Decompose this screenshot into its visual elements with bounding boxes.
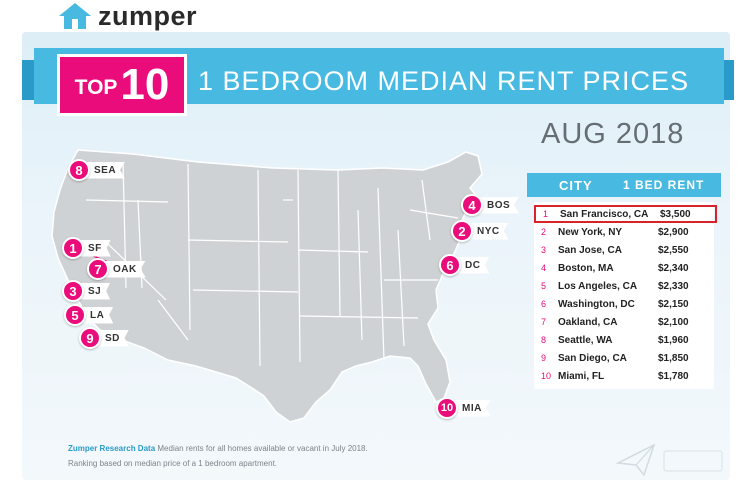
pin-label: SF xyxy=(76,239,111,257)
zumper-logo[interactable]: zumper xyxy=(58,0,197,32)
row-rent: $2,900 xyxy=(658,226,689,238)
map-pin-bos[interactable]: 4 BOS xyxy=(461,193,520,217)
map-pin-oak[interactable]: 7 OAK xyxy=(87,257,146,281)
row-rank: 2 xyxy=(541,227,547,237)
us-map xyxy=(51,149,483,423)
header-rent: 1 BED RENT xyxy=(623,178,705,192)
table-row[interactable]: 9 San Diego, CA $1,850 xyxy=(537,349,711,367)
row-city: Seattle, WA xyxy=(558,334,613,346)
header-city: CITY xyxy=(559,177,593,193)
pin-rank: 5 xyxy=(64,304,86,326)
map-pin-dc[interactable]: 6 DC xyxy=(439,253,490,277)
row-rent: $3,500 xyxy=(660,208,691,220)
row-city: San Diego, CA xyxy=(558,352,627,364)
table-row[interactable]: 7 Oakland, CA $2,100 xyxy=(537,313,711,331)
row-rent: $2,330 xyxy=(658,280,689,292)
row-rank: 10 xyxy=(541,371,552,381)
row-rank: 5 xyxy=(541,281,547,291)
pin-label: SJ xyxy=(76,282,111,300)
table-row[interactable]: 8 Seattle, WA $1,960 xyxy=(537,331,711,349)
footnote-line-1: Zumper Research Data Median rents for al… xyxy=(68,441,368,456)
logo-text: zumper xyxy=(98,0,198,31)
row-rent: $1,850 xyxy=(658,352,689,364)
row-rent: $2,550 xyxy=(658,244,689,256)
top10-badge: TOP 10 xyxy=(57,54,187,116)
row-rank: 4 xyxy=(541,263,547,273)
pin-label: BOS xyxy=(475,196,520,214)
pin-rank: 3 xyxy=(62,280,84,302)
pin-rank: 4 xyxy=(461,194,483,216)
map-pin-sf[interactable]: 1 SF xyxy=(62,236,111,260)
row-rent: $1,960 xyxy=(658,334,689,346)
rent-ranking-table: CITY 1 BED RENT 1 San Francisco, CA $3,5… xyxy=(527,173,721,389)
row-city: Los Angeles, CA xyxy=(558,280,638,292)
table-row[interactable]: 2 New York, NY $2,900 xyxy=(537,223,711,241)
footnote-source[interactable]: Zumper Research Data xyxy=(68,444,156,453)
row-rank: 6 xyxy=(541,299,547,309)
row-rank: 7 xyxy=(541,317,547,327)
row-city: San Jose, CA xyxy=(558,244,622,256)
footnote: Zumper Research Data Median rents for al… xyxy=(68,441,368,471)
row-rent: $2,100 xyxy=(658,316,689,328)
row-rank: 1 xyxy=(543,209,549,219)
map-pin-sea[interactable]: 8 SEA xyxy=(68,158,126,182)
pin-label: LA xyxy=(78,306,114,324)
table-row[interactable]: 5 Los Angeles, CA $2,330 xyxy=(537,277,711,295)
row-city: Washington, DC xyxy=(558,298,635,310)
top-word: TOP xyxy=(74,76,118,99)
pin-rank: 9 xyxy=(79,327,101,349)
row-rank: 8 xyxy=(541,335,547,345)
pin-label: SD xyxy=(93,329,129,347)
pin-rank: 6 xyxy=(439,254,461,276)
date-label: AUG 2018 xyxy=(541,118,685,150)
pin-label: DC xyxy=(453,256,490,274)
table-row[interactable]: 4 Boston, MA $2,340 xyxy=(537,259,711,277)
table-body: 1 San Francisco, CA $3,500 2 New York, N… xyxy=(534,202,717,389)
map-pin-sj[interactable]: 3 SJ xyxy=(62,279,111,303)
map-pin-nyc[interactable]: 2 NYC xyxy=(451,219,509,243)
row-rent: $2,150 xyxy=(658,298,689,310)
row-city: San Francisco, CA xyxy=(560,208,649,220)
row-rent: $2,340 xyxy=(658,262,689,274)
table-row[interactable]: 6 Washington, DC $2,150 xyxy=(537,295,711,313)
table-row[interactable]: 3 San Jose, CA $2,550 xyxy=(537,241,711,259)
pin-rank: 10 xyxy=(436,397,458,419)
table-row[interactable]: 10 Miami, FL $1,780 xyxy=(537,367,711,385)
banner-title: 1 BEDROOM MEDIAN RENT PRICES xyxy=(198,66,690,96)
map-pin-mia[interactable]: 10 MIA xyxy=(436,396,491,420)
pin-label: OAK xyxy=(101,260,146,278)
paper-plane-watermark-icon xyxy=(615,443,723,477)
table-header: CITY 1 BED RENT xyxy=(527,173,721,197)
pin-rank: 8 xyxy=(68,159,90,181)
pin-label: SEA xyxy=(82,161,126,179)
pin-rank: 1 xyxy=(62,237,84,259)
pin-rank: 7 xyxy=(87,258,109,280)
row-city: Boston, MA xyxy=(558,262,614,274)
row-rank: 3 xyxy=(541,245,547,255)
pin-label: NYC xyxy=(465,222,509,240)
footnote-text-1: Median rents for all homes available or … xyxy=(155,444,368,453)
map-pin-sd[interactable]: 9 SD xyxy=(79,326,129,350)
row-rent: $1,780 xyxy=(658,370,689,382)
row-rank: 9 xyxy=(541,353,547,363)
house-icon xyxy=(59,3,91,29)
table-row-highlighted[interactable]: 1 San Francisco, CA $3,500 xyxy=(534,205,717,223)
footnote-line-2: Ranking based on median price of a 1 bed… xyxy=(68,459,278,468)
row-city: Miami, FL xyxy=(558,370,605,382)
map-pin-la[interactable]: 5 LA xyxy=(64,303,114,327)
row-city: Oakland, CA xyxy=(558,316,618,328)
pin-label: MIA xyxy=(450,399,491,417)
top-number: 10 xyxy=(120,60,170,109)
pin-rank: 2 xyxy=(451,220,473,242)
row-city: New York, NY xyxy=(558,226,623,238)
